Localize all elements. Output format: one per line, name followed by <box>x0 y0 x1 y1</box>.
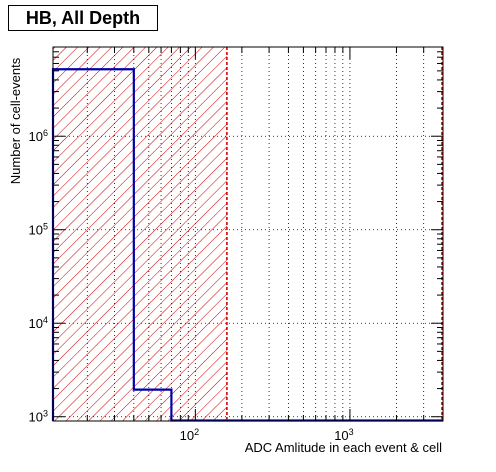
chart-title: HB, All Depth <box>8 5 158 31</box>
x-axis-label: ADC Amlitude in each event & cell <box>245 440 442 455</box>
threshold-layer <box>226 47 443 421</box>
shaded-region <box>53 47 227 421</box>
y-tick-label: 105 <box>29 222 48 238</box>
y-tick-label: 103 <box>29 409 48 425</box>
y-axis-label: Number of cell-events <box>8 57 23 184</box>
tick-labels-layer: 102 103 103 104 105 106 <box>29 128 354 443</box>
ticks-layer <box>53 46 443 422</box>
shaded-region-layer <box>53 47 227 421</box>
x-tick-label: 103 <box>334 427 353 443</box>
x-tick-label: 102 <box>180 427 199 443</box>
y-tick-label: 106 <box>29 128 48 144</box>
y-tick-label: 104 <box>29 315 48 331</box>
